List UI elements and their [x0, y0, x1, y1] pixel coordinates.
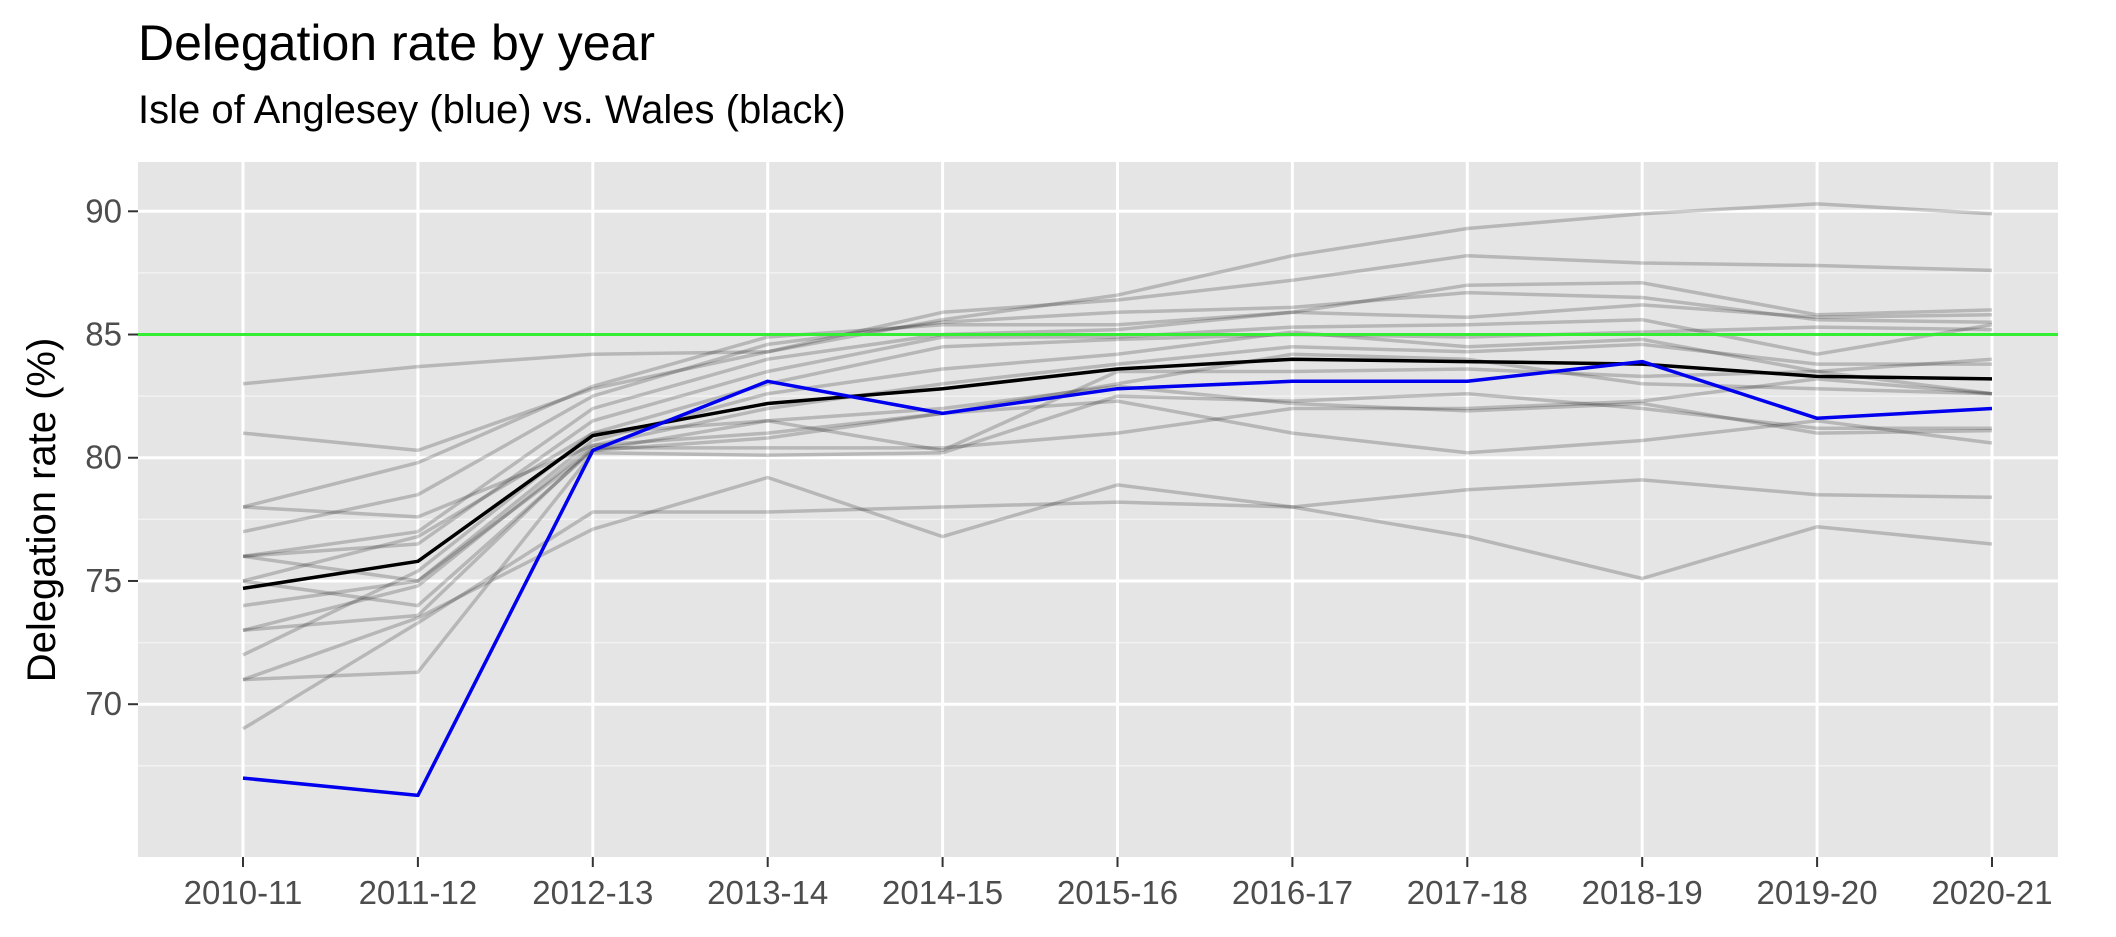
background-series-line	[242, 253, 1993, 453]
background-series-line	[242, 303, 1993, 559]
highlight-series-group	[242, 357, 1993, 798]
x-tick-label: 2015-16	[1057, 874, 1178, 911]
x-tick-label: 2017-18	[1407, 874, 1528, 911]
background-series-line	[242, 281, 1993, 509]
x-tick-label: 2020-21	[1931, 874, 2052, 911]
x-tick-label: 2012-13	[532, 874, 653, 911]
y-tick-label: 80	[85, 439, 122, 476]
background-series-group	[242, 202, 1993, 731]
x-tick-label: 2010-11	[184, 874, 303, 911]
y-tick-label: 70	[85, 685, 122, 722]
x-tick-label: 2016-17	[1232, 874, 1353, 911]
background-series-line	[242, 384, 1993, 583]
background-series-line	[242, 352, 1993, 519]
x-tick-label: 2014-15	[882, 874, 1003, 911]
y-tick-label: 90	[85, 192, 122, 229]
background-series-line	[242, 342, 1992, 632]
chart-title: Delegation rate by year	[138, 15, 655, 71]
minor-gridlines	[138, 272, 2058, 767]
x-tick-label: 2011-12	[359, 874, 478, 911]
wales-series-line	[242, 357, 1993, 591]
chart-subtitle: Isle of Anglesey (blue) vs. Wales (black…	[138, 88, 846, 132]
background-series-line	[242, 202, 1993, 386]
background-series-line	[242, 317, 1993, 559]
background-series-line	[242, 330, 1993, 608]
anglesey-series-line	[242, 359, 1993, 798]
y-axis: 70 75 80 85 90	[85, 192, 138, 722]
background-series-line	[242, 391, 1992, 682]
x-tick-label: 2018-19	[1582, 874, 1703, 911]
background-series-line	[242, 475, 1993, 682]
y-tick-label: 85	[85, 316, 122, 353]
background-series-line	[242, 399, 1993, 608]
background-series-line	[242, 290, 1993, 534]
plot-panel	[138, 162, 2058, 857]
y-tick-label: 75	[85, 562, 122, 599]
x-tick-label: 2019-20	[1757, 874, 1878, 911]
background-series-line	[242, 325, 1993, 583]
x-axis: 2010-11 2011-12 2012-13 2013-14 2014-15 2015-…	[184, 857, 2053, 911]
y-axis-title: Delegation rate (%)	[20, 338, 64, 683]
background-series-line	[242, 377, 1993, 633]
x-tick-label: 2013-14	[707, 874, 828, 911]
background-series-line	[242, 478, 1993, 731]
